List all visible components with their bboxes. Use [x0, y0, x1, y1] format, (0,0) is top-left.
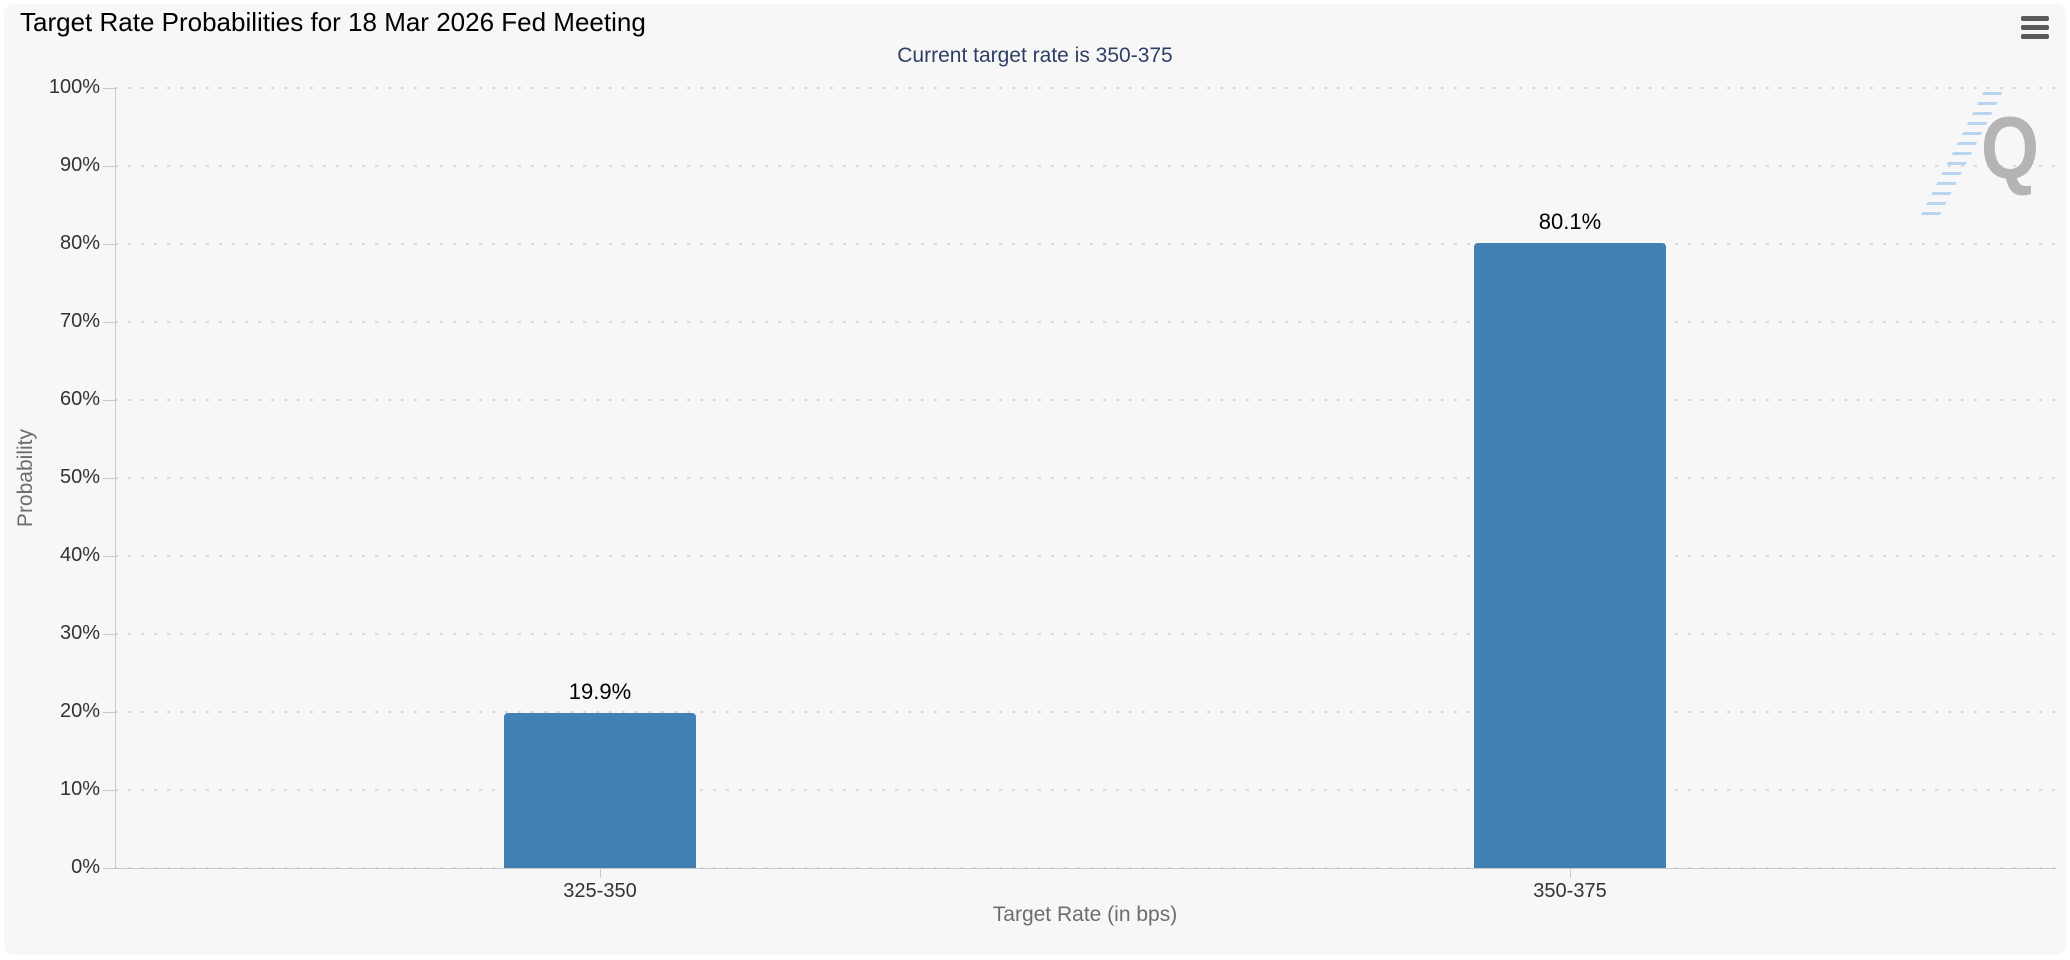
x-category-label: 350-375	[1533, 880, 1607, 902]
x-axis-title: Target Rate (in bps)	[992, 903, 1178, 926]
y-axis-tick	[103, 868, 115, 869]
y-axis-tick	[103, 400, 115, 401]
chart-panel	[4, 4, 2066, 955]
y-tick-label: 70%	[59, 310, 100, 332]
y-tick-label: 30%	[59, 622, 100, 644]
chart-context-menu-button[interactable]	[2020, 14, 2050, 41]
y-axis-line	[115, 88, 116, 869]
hamburger-menu-icon	[2021, 16, 2049, 21]
y-tick-label: 50%	[59, 466, 100, 488]
probability-bar[interactable]	[1474, 243, 1666, 868]
y-axis-tick	[103, 244, 115, 245]
quikstrike-watermark-icon: Q	[1980, 98, 2040, 197]
y-gridline	[115, 399, 2055, 401]
x-category-label: 325-350	[563, 880, 637, 902]
y-tick-label: 60%	[59, 388, 100, 410]
y-gridline	[115, 711, 2055, 713]
y-gridline	[115, 477, 2055, 479]
y-axis-tick	[103, 166, 115, 167]
y-gridline	[115, 243, 2055, 245]
y-tick-label: 90%	[59, 154, 100, 176]
chart-subtitle: Current target rate is 350-375	[897, 44, 1173, 67]
y-tick-label: 100%	[48, 76, 100, 98]
chart-title: Target Rate Probabilities for 18 Mar 202…	[20, 7, 646, 37]
y-axis-tick	[103, 88, 115, 89]
bar-value-label: 80.1%	[1538, 209, 1602, 235]
probability-bar[interactable]	[504, 712, 696, 868]
y-axis-tick	[103, 556, 115, 557]
y-axis-tick	[103, 634, 115, 635]
y-gridline	[115, 165, 2055, 167]
y-axis-tick	[103, 712, 115, 713]
y-axis-tick	[103, 790, 115, 791]
y-tick-label: 20%	[59, 700, 100, 722]
x-axis-tick	[600, 868, 601, 878]
y-gridline	[115, 87, 2055, 89]
y-tick-label: 10%	[59, 778, 100, 800]
y-axis-tick	[103, 478, 115, 479]
y-tick-label: 40%	[59, 544, 100, 566]
x-axis-line	[115, 868, 2056, 869]
y-tick-label: 80%	[59, 232, 100, 254]
hamburger-menu-icon	[2021, 25, 2049, 30]
bar-value-label: 19.9%	[568, 678, 632, 704]
y-gridline	[115, 789, 2055, 791]
y-axis-tick	[103, 322, 115, 323]
y-gridline	[115, 555, 2055, 557]
y-tick-label: 0%	[71, 856, 100, 878]
y-gridline	[115, 321, 2055, 323]
x-axis-tick	[1570, 868, 1571, 878]
hamburger-menu-icon	[2021, 34, 2049, 39]
y-gridline	[115, 633, 2055, 635]
